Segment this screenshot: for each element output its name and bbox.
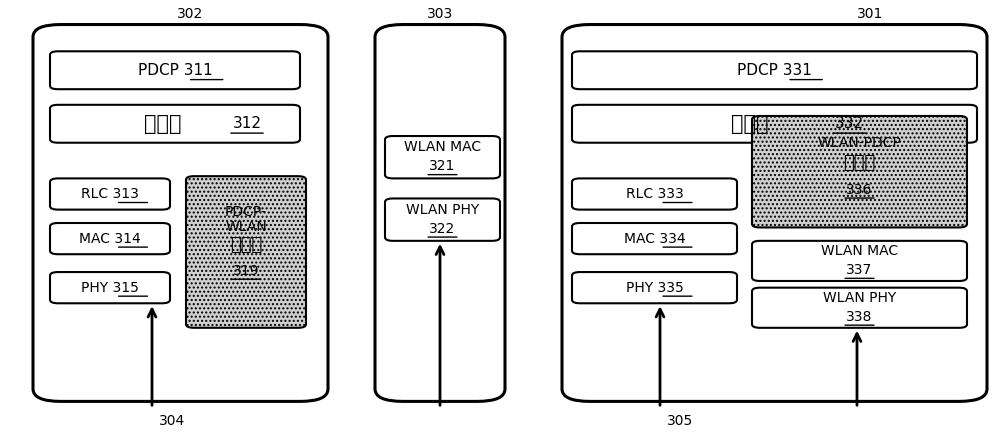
Text: 305: 305 [667,414,693,429]
FancyBboxPatch shape [572,178,737,210]
Text: 337: 337 [846,263,873,277]
FancyBboxPatch shape [562,25,987,401]
FancyBboxPatch shape [50,105,300,143]
Text: WLAN PHY: WLAN PHY [823,291,896,305]
Text: 301: 301 [857,7,883,21]
FancyBboxPatch shape [572,105,977,143]
Text: PHY 315: PHY 315 [81,281,139,295]
Text: 338: 338 [846,310,873,324]
Text: WLAN PHY: WLAN PHY [406,203,479,217]
Text: RLC 313: RLC 313 [81,187,139,201]
Text: WLAN MAC: WLAN MAC [404,140,481,154]
Text: 332: 332 [835,116,864,131]
FancyBboxPatch shape [572,51,977,89]
Text: 调度层: 调度层 [731,114,768,134]
FancyBboxPatch shape [50,178,170,210]
Text: RLC 333: RLC 333 [626,187,683,201]
FancyBboxPatch shape [572,272,737,303]
FancyBboxPatch shape [385,136,500,178]
Text: WLAN MAC: WLAN MAC [821,244,898,258]
FancyBboxPatch shape [33,25,328,401]
Text: 319: 319 [233,264,259,278]
FancyBboxPatch shape [752,288,967,328]
Text: 322: 322 [429,222,456,235]
FancyBboxPatch shape [50,223,170,254]
FancyBboxPatch shape [572,223,737,254]
Text: PDCP-: PDCP- [225,205,267,219]
FancyBboxPatch shape [752,241,967,281]
Text: 适配器: 适配器 [230,236,262,254]
Text: 303: 303 [427,7,453,21]
Text: 321: 321 [429,159,456,173]
Text: MAC 314: MAC 314 [79,231,141,246]
Text: 312: 312 [232,116,262,131]
Text: 302: 302 [177,7,203,21]
FancyBboxPatch shape [385,198,500,241]
Text: 336: 336 [846,182,873,197]
Text: 调度层: 调度层 [144,114,182,134]
Text: WLAN-PDCP: WLAN-PDCP [818,136,901,150]
FancyBboxPatch shape [50,51,300,89]
Text: WLAN: WLAN [225,220,267,235]
FancyBboxPatch shape [375,25,505,401]
Text: PDCP 311: PDCP 311 [138,63,212,78]
FancyBboxPatch shape [752,116,967,227]
Text: PDCP 331: PDCP 331 [737,63,812,78]
FancyBboxPatch shape [50,272,170,303]
Text: 适配器: 适配器 [843,154,876,172]
Text: MAC 334: MAC 334 [624,231,685,246]
Text: 304: 304 [159,414,185,429]
FancyBboxPatch shape [186,176,306,328]
Text: PHY 335: PHY 335 [626,281,683,295]
